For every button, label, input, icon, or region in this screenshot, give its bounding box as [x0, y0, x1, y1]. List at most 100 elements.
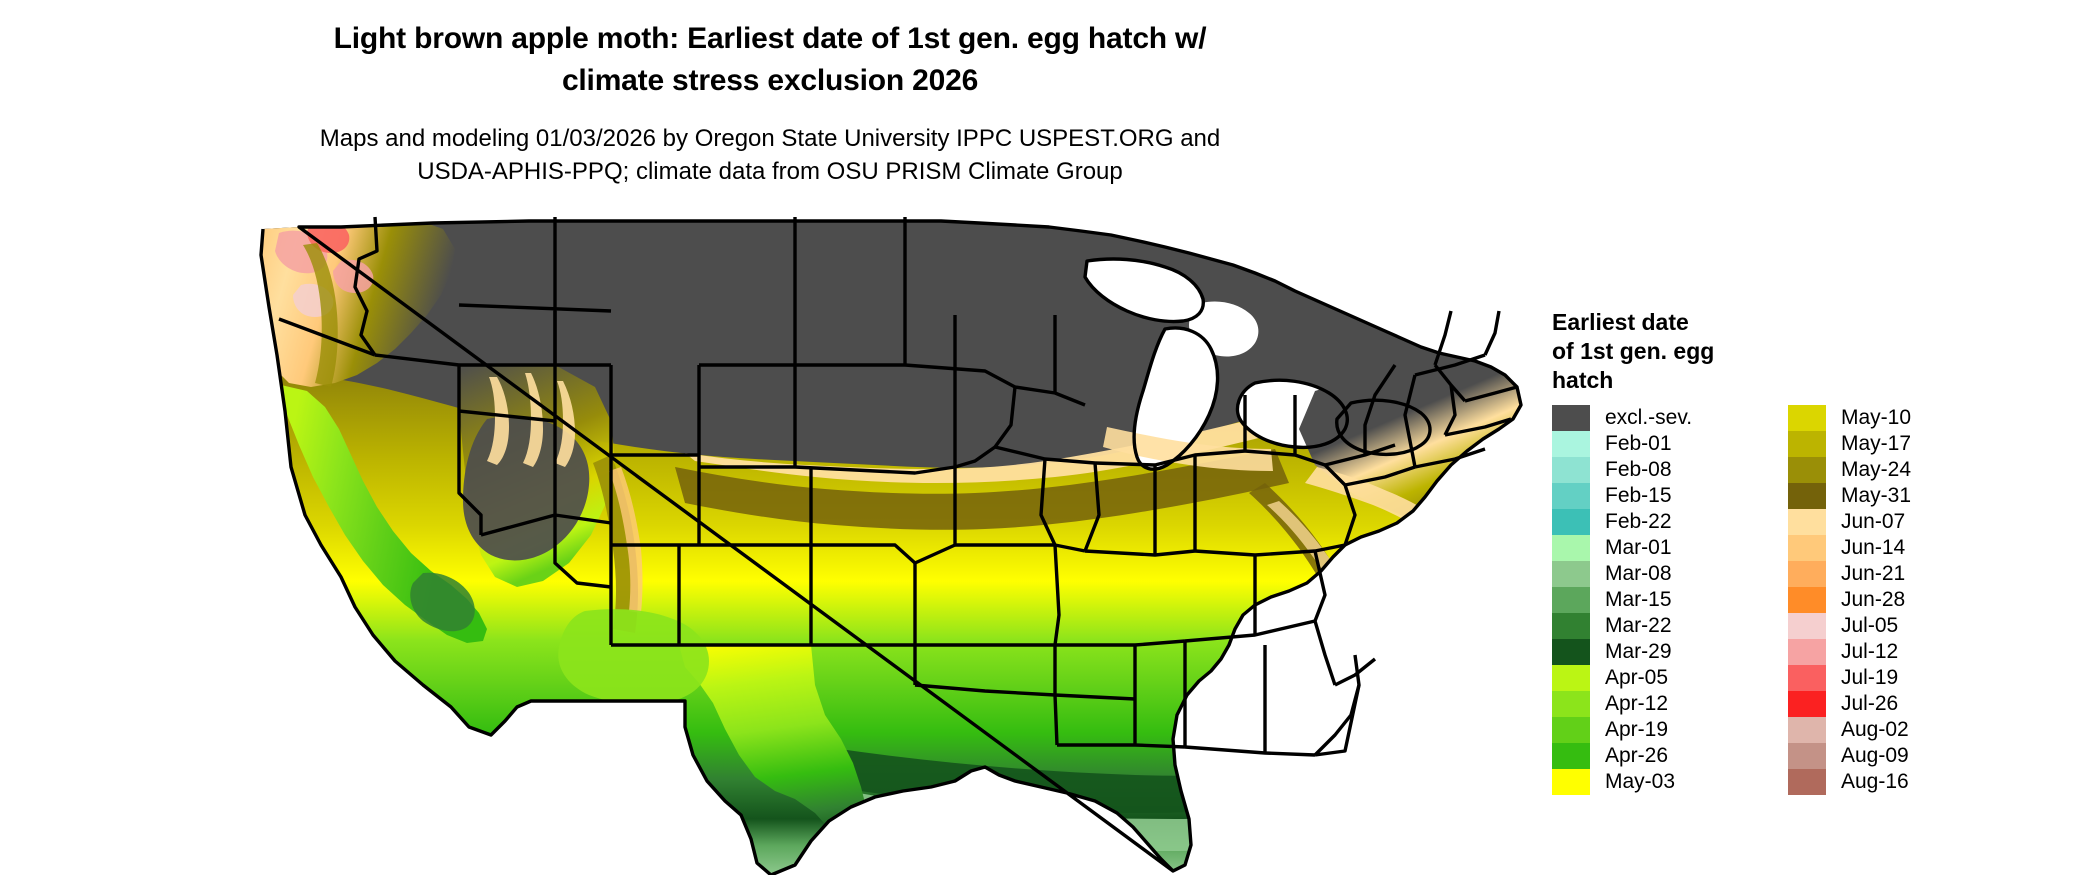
legend-swatch [1552, 509, 1590, 535]
legend-column-1: excl.-sev. Feb-01 Feb-08 Feb-15 Feb-22 Mar-01… [1552, 405, 1788, 795]
legend-label: Feb-22 [1605, 510, 1672, 533]
legend-label: Mar-01 [1605, 536, 1672, 559]
legend-swatch [1788, 613, 1826, 639]
legend-swatch [1788, 743, 1826, 769]
legend-label: Mar-08 [1605, 562, 1672, 585]
patches-ne-pink [1434, 291, 1496, 323]
legend-swatch [1552, 431, 1590, 457]
legend-item: Aug-09 [1788, 743, 2024, 769]
legend-swatch [1788, 691, 1826, 717]
ridge-rockies-tan [609, 467, 643, 613]
band-olive [675, 449, 1289, 530]
legend-label: Apr-12 [1605, 692, 1669, 715]
region-texas [679, 645, 873, 855]
legend-item: Jun-07 [1788, 509, 2024, 535]
legend-label: May-10 [1841, 406, 1912, 429]
legend-label: Mar-29 [1605, 640, 1672, 663]
legend-item: Feb-01 [1552, 431, 1788, 457]
legend-swatch [1788, 431, 1826, 457]
legend-label: Aug-02 [1841, 718, 1909, 741]
legend-label: Feb-08 [1605, 458, 1672, 481]
legend-swatch [1788, 535, 1826, 561]
legend-title: Earliest date of 1st gen. egg hatch [1552, 308, 1802, 395]
legend-item: Jul-05 [1788, 613, 2024, 639]
subtitle-line-1: Maps and modeling 01/03/2026 by Oregon S… [319, 125, 1221, 152]
legend-label: Jul-05 [1841, 614, 1899, 637]
legend-swatch [1552, 613, 1590, 639]
legend-item: May-31 [1788, 483, 2024, 509]
legend-label: Apr-26 [1605, 744, 1669, 767]
subtitle-line-2: USDA-APHIS-PPQ; climate data from OSU PR… [417, 158, 1123, 185]
legend-item: May-03 [1552, 769, 1788, 795]
legend-swatch [1788, 665, 1826, 691]
page-subtitle: Maps and modeling 01/03/2026 by Oregon S… [0, 122, 1540, 188]
legend-item: Mar-22 [1552, 613, 1788, 639]
legend-item: Jun-21 [1788, 561, 2024, 587]
legend-label: Jul-12 [1841, 640, 1899, 663]
legend-swatch [1552, 691, 1590, 717]
legend-label: Apr-19 [1605, 718, 1669, 741]
legend-item: May-10 [1788, 405, 2024, 431]
legend-item: Mar-15 [1552, 587, 1788, 613]
legend-swatch [1788, 561, 1826, 587]
legend-label: Jul-26 [1841, 692, 1899, 715]
legend-item: excl.-sev. [1552, 405, 1788, 431]
legend-item: Mar-01 [1552, 535, 1788, 561]
map-legend: Earliest date of 1st gen. egg hatch excl… [1552, 308, 2082, 795]
legend-item: Apr-26 [1552, 743, 1788, 769]
legend-label: Feb-15 [1605, 484, 1672, 507]
legend-swatch [1552, 561, 1590, 587]
map-raster-layer [261, 221, 1521, 875]
legend-label: Feb-01 [1605, 432, 1672, 455]
legend-label: Mar-15 [1605, 588, 1672, 611]
legend-label: May-17 [1841, 432, 1912, 455]
legend-label: Mar-22 [1605, 614, 1672, 637]
legend-item: Mar-29 [1552, 639, 1788, 665]
ridge-cascades [303, 243, 338, 387]
us-map-svg [259, 216, 1523, 875]
legend-swatch [1552, 717, 1590, 743]
legend-label: excl.-sev. [1605, 406, 1693, 429]
legend-label: May-03 [1605, 770, 1676, 793]
choropleth-map [255, 215, 1525, 875]
title-line-1: Light brown apple moth: Earliest date of… [333, 22, 1207, 55]
page-title: Light brown apple moth: Earliest date of… [0, 18, 1540, 102]
legend-title-line-1: Earliest date [1552, 309, 1689, 335]
legend-swatch [1552, 769, 1590, 795]
legend-label: May-31 [1841, 484, 1912, 507]
legend-item: Feb-15 [1552, 483, 1788, 509]
legend-swatch [1552, 405, 1590, 431]
legend-item: Apr-19 [1552, 717, 1788, 743]
legend-label: Apr-05 [1605, 666, 1669, 689]
legend-item: Aug-16 [1788, 769, 2024, 795]
legend-swatch [1552, 639, 1590, 665]
legend-swatch [1552, 457, 1590, 483]
legend-item: May-24 [1788, 457, 2024, 483]
legend-label: Jun-07 [1841, 510, 1906, 533]
legend-title-line-2: of 1st gen. egg [1552, 338, 1715, 364]
legend-label: May-24 [1841, 458, 1912, 481]
legend-item: Jul-12 [1788, 639, 2024, 665]
patch-socal-green [410, 572, 475, 632]
legend-label: Jun-28 [1841, 588, 1906, 611]
legend-label: Aug-09 [1841, 744, 1909, 767]
legend-item: Apr-12 [1552, 691, 1788, 717]
legend-title-line-3: hatch [1552, 367, 1614, 393]
state-boundaries [259, 216, 1523, 875]
legend-label: Jun-21 [1841, 562, 1906, 585]
legend-swatch [1788, 405, 1826, 431]
legend-item: May-17 [1788, 431, 2024, 457]
legend-swatch [1552, 743, 1590, 769]
legend-label: Aug-16 [1841, 770, 1909, 793]
legend-label: Jul-19 [1841, 666, 1899, 689]
legend-item: Aug-02 [1788, 717, 2024, 743]
legend-item: Mar-08 [1552, 561, 1788, 587]
legend-swatch [1552, 483, 1590, 509]
legend-swatch [1788, 483, 1826, 509]
legend-columns: excl.-sev. Feb-01 Feb-08 Feb-15 Feb-22 Mar-01… [1552, 405, 2082, 795]
legend-swatch [1552, 587, 1590, 613]
legend-item: Apr-05 [1552, 665, 1788, 691]
legend-swatch [1552, 665, 1590, 691]
legend-item: Jul-26 [1788, 691, 2024, 717]
region-sw-green [558, 609, 709, 705]
